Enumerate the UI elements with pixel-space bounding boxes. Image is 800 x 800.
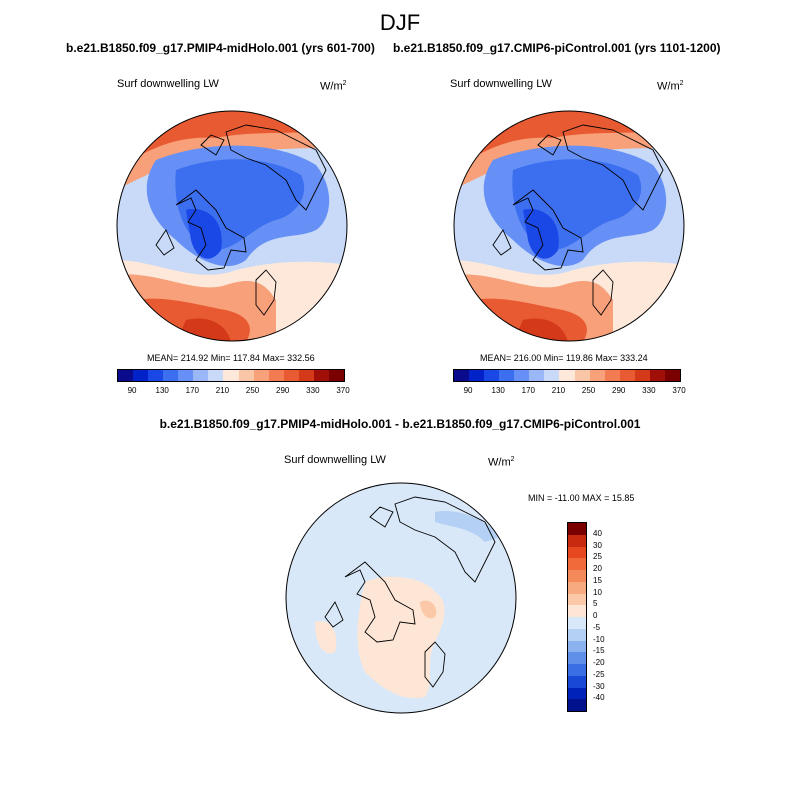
diff-colorbar-tick-label: 25 [593,552,602,562]
panel1-colorbar-tick-label: 210 [215,386,230,395]
panel2-units: W/m2 [657,80,684,93]
panel1-colorbar-swatch [193,370,209,381]
panel1-colorbar [117,369,345,382]
panel1-colorbar-swatch [163,370,179,381]
panel1-colorbar-swatch [223,370,239,381]
diff-colorbar-swatch [568,546,586,559]
panel1-colorbar-swatch [118,370,134,381]
diff-polar-map [285,482,517,714]
panel1-colorbar-swatch [328,370,344,381]
diff-colorbar-swatch [568,652,586,664]
panel2-colorbar [453,369,681,382]
panel1-polar-map [116,110,348,342]
panel2-colorbar-tick-label: 330 [642,386,656,395]
diff-colorbar-swatch [568,593,586,606]
diff-variable-label: Surf downwelling LW [284,454,386,466]
diff-colorbar-tick-label: 0 [593,611,598,620]
panel2-variable-label: Surf downwelling LW [450,78,552,90]
panel2-colorbar-tick-label: 250 [581,386,596,395]
panel2-colorbar-swatch [649,370,665,381]
panel1-colorbar-swatch [253,370,269,381]
diff-colorbar [567,522,587,712]
panel2-colorbar-swatch [589,370,605,381]
diff-colorbar-swatch [568,675,586,688]
panel2-colorbar-swatch [514,370,530,381]
panel2-polar-map [453,110,685,342]
panel2-colorbar-swatch [574,370,590,381]
panel1-colorbar-swatch [313,370,329,381]
diff-minmax: MIN = -11.00 MAX = 15.85 [528,493,635,503]
panel1-colorbar-tick-label: 370 [336,386,350,395]
panel1-colorbar-swatch [148,370,164,381]
diff-colorbar-tick-label: -40 [593,693,605,703]
diff-colorbar-tick-label: 15 [593,575,602,585]
diff-colorbar-swatch [568,570,586,582]
panel2-colorbar-swatch [634,370,650,381]
panel2-case-title: b.e21.B1850.f09_g17.CMIP6-piControl.001 … [393,41,721,55]
panel1-stats: MEAN= 214.92 Min= 117.84 Max= 332.56 [147,353,315,363]
diff-colorbar-tick-label: -20 [593,658,605,667]
diff-colorbar-swatch [568,581,586,594]
diff-colorbar-tick-label: -5 [593,622,601,632]
panel2-colorbar-tick-label: 130 [491,386,505,395]
diff-colorbar-tick-label: -25 [593,669,605,679]
diff-colorbar-swatch [568,640,586,653]
panel1-colorbar-tick-label: 130 [155,386,169,395]
panel1-colorbar-swatch [133,370,149,381]
panel1-colorbar-tick-label: 90 [127,386,137,395]
diff-colorbar-swatch [568,664,586,676]
panel2-colorbar-tick-label: 90 [463,386,473,395]
panel1-colorbar-tick-label: 170 [185,386,199,395]
panel1-colorbar-tick-label: 290 [276,386,290,395]
panel1-colorbar-swatch [268,370,284,381]
diff-colorbar-tick-label: 5 [593,599,598,609]
panel2-colorbar-swatch [469,370,485,381]
panel2-colorbar-swatch [664,370,680,381]
diff-colorbar-tick-label: 40 [593,528,602,538]
panel2-colorbar-swatch [604,370,620,381]
diff-colorbar-swatch [568,699,586,711]
panel1-colorbar-swatch [283,370,299,381]
panel2-colorbar-tick-label: 210 [551,386,566,395]
panel1-colorbar-swatch [208,370,224,381]
diff-colorbar-tick-label: 30 [593,540,602,550]
panel2-colorbar-swatch [484,370,500,381]
panel2-colorbar-swatch [544,370,560,381]
diff-colorbar-tick-label: 20 [593,564,602,573]
diff-colorbar-tick-label: -30 [593,681,605,691]
panel1-variable-label: Surf downwelling LW [117,78,219,90]
panel1-colorbar-swatch [238,370,254,381]
panel1-colorbar-swatch [298,370,314,381]
panel2-colorbar-swatch [529,370,545,381]
panel2-stats: MEAN= 216.00 Min= 119.86 Max= 333.24 [480,353,648,363]
panel2-colorbar-tick-label: 170 [521,386,535,395]
panel1-colorbar-swatch [178,370,194,381]
diff-colorbar-swatch [568,605,586,617]
panel2-colorbar-tick-label: 290 [612,386,626,395]
diff-title: b.e21.B1850.f09_g17.PMIP4-midHolo.001 - … [159,417,641,431]
panel2-colorbar-swatch [559,370,575,381]
diff-colorbar-swatch [568,687,586,700]
panel2-colorbar-swatch [619,370,635,381]
panel2-colorbar-swatch [499,370,515,381]
panel2-colorbar-swatch [454,370,470,381]
panel1-case-title: b.e21.B1850.f09_g17.PMIP4-midHolo.001 (y… [66,41,375,55]
diff-colorbar-swatch [568,534,586,547]
diff-colorbar-swatch [568,558,586,570]
season-title: DJF [379,10,421,35]
panel1-colorbar-tick-label: 250 [245,386,260,395]
diff-colorbar-tick-label: 10 [593,587,602,597]
panel1-units: W/m2 [320,80,347,93]
diff-colorbar-swatch [568,523,586,535]
panel2-colorbar-tick-label: 370 [672,386,686,395]
diff-units: W/m2 [488,456,515,469]
diff-colorbar-swatch [568,617,586,629]
panel1-colorbar-tick-label: 330 [306,386,320,395]
diff-colorbar-tick-label: -10 [593,634,605,644]
diff-colorbar-swatch [568,628,586,641]
diff-colorbar-tick-label: -15 [593,646,605,656]
